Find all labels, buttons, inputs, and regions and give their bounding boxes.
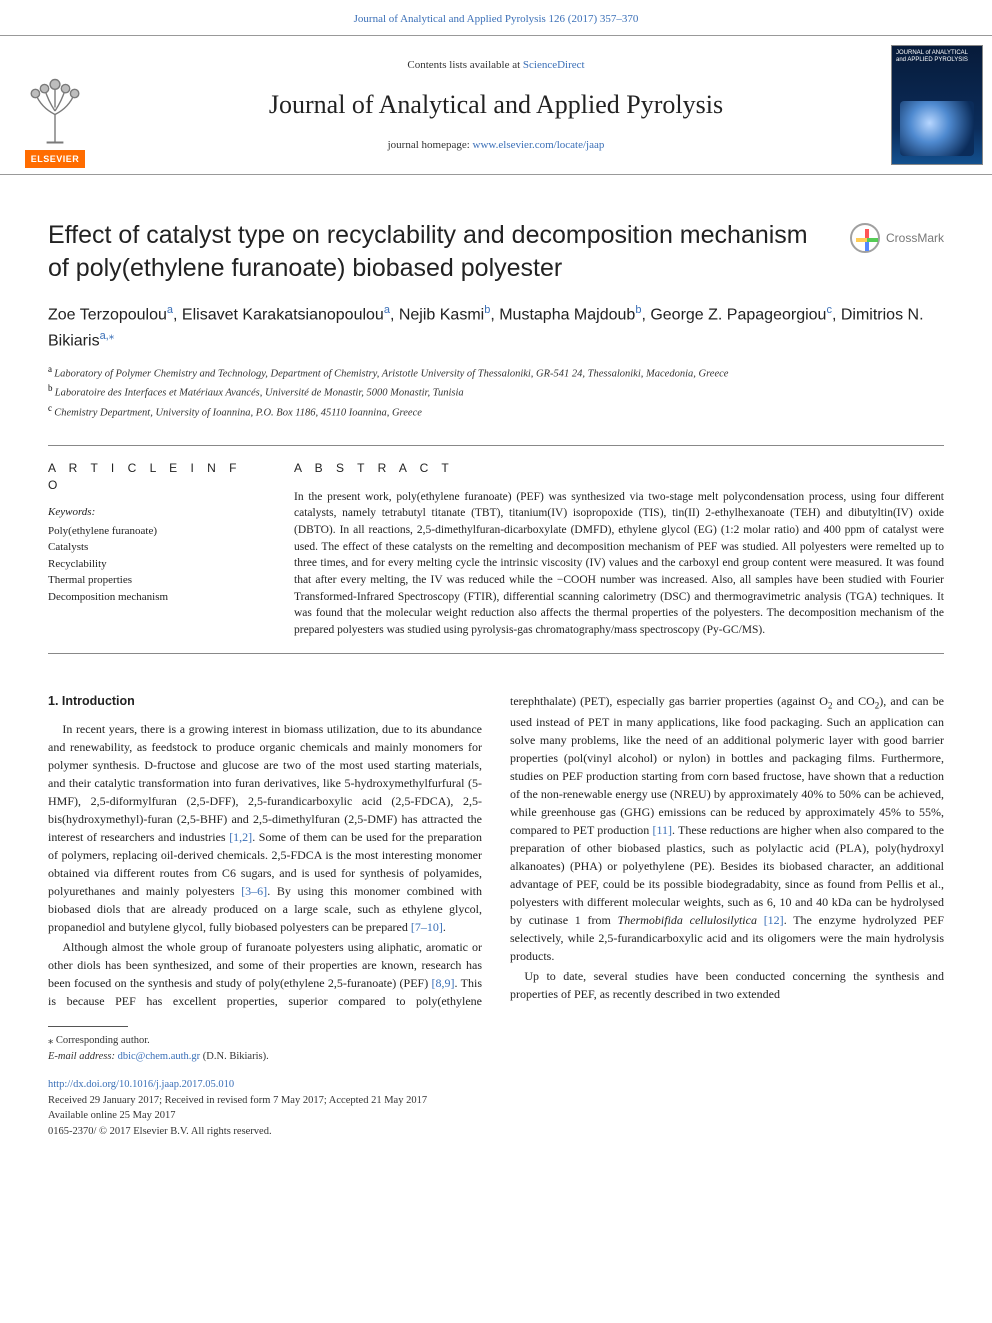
abstract-text: In the present work, poly(ethylene furan…	[294, 489, 944, 639]
article-info-col: A R T I C L E I N F O Keywords: Poly(eth…	[48, 460, 258, 639]
abstract-heading: A B S T R A C T	[294, 460, 944, 477]
keywords-list: Poly(ethylene furanoate)CatalystsRecycla…	[48, 523, 258, 606]
body-two-column: 1. Introduction In recent years, there i…	[0, 668, 992, 1019]
crossmark-widget[interactable]: CrossMark	[850, 223, 944, 253]
citation-link[interactable]: [8,9]	[432, 976, 455, 990]
text-run	[757, 913, 764, 927]
author-list: Zoe Terzopoulou a, Elisavet Karakatsianop…	[48, 302, 944, 353]
author: Mustapha Majdoub	[499, 307, 635, 324]
citation-link[interactable]: [3–6]	[241, 884, 267, 898]
author: Zoe Terzopoulou	[48, 307, 167, 324]
running-head: Journal of Analytical and Applied Pyroly…	[0, 0, 992, 35]
email-label: E-mail address:	[48, 1051, 118, 1062]
crossmark-icon	[850, 223, 880, 253]
cover-art	[900, 101, 974, 156]
doi-link[interactable]: http://dx.doi.org/10.1016/j.jaap.2017.05…	[48, 1077, 944, 1093]
elsevier-wordmark: ELSEVIER	[25, 150, 86, 169]
article-info-heading: A R T I C L E I N F O	[48, 460, 258, 494]
article-title: Effect of catalyst type on recyclability…	[48, 219, 826, 284]
affiliation: c Chemistry Department, University of Io…	[48, 402, 944, 421]
homepage-url[interactable]: www.elsevier.com/locate/jaap	[473, 139, 605, 151]
contents-pre: Contents lists available at	[407, 59, 522, 71]
author: George Z. Papageorgiou	[650, 307, 826, 324]
author-affiliation-mark: b	[635, 304, 641, 316]
keyword: Thermal properties	[48, 572, 258, 589]
italic-species: Thermobifida cellulosilytica	[618, 913, 757, 927]
sciencedirect-link[interactable]: ScienceDirect	[523, 59, 585, 71]
text-run: . These reductions are higher when also …	[510, 823, 944, 927]
author-affiliation-mark: a,	[100, 330, 109, 342]
text-run: Although almost the whole group of furan…	[48, 940, 482, 990]
email-owner: (D.N. Bikiaris).	[200, 1051, 269, 1062]
intro-para-1: In recent years, there is a growing inte…	[48, 720, 482, 936]
text-run: .	[443, 920, 446, 934]
rule-below-abstract	[48, 653, 944, 654]
journal-header: ELSEVIER Contents lists available at Sci…	[0, 35, 992, 175]
citation-link[interactable]: [11]	[652, 823, 672, 837]
homepage-line: journal homepage: www.elsevier.com/locat…	[388, 138, 605, 153]
homepage-pre: journal homepage:	[388, 139, 473, 151]
affiliation-mark: c	[48, 403, 54, 413]
intro-para-3: Up to date, several studies have been co…	[510, 967, 944, 1003]
keywords-label: Keywords:	[48, 505, 258, 520]
affiliation: b Laboratoire des Interfaces et Matériau…	[48, 382, 944, 401]
keyword: Decomposition mechanism	[48, 589, 258, 606]
affiliation-mark: a	[48, 364, 54, 374]
elsevier-tree-icon	[20, 76, 90, 146]
citation-link[interactable]: [1,2]	[229, 830, 252, 844]
citation-link[interactable]: [12]	[764, 913, 784, 927]
crossmark-label: CrossMark	[886, 230, 944, 247]
history-line: Received 29 January 2017; Received in re…	[48, 1093, 944, 1109]
available-online-line: Available online 25 May 2017	[48, 1108, 944, 1124]
author-affiliation-mark: a	[167, 304, 173, 316]
keyword: Recyclability	[48, 556, 258, 573]
author-affiliation-mark: b	[484, 304, 490, 316]
affiliation: a Laboratory of Polymer Chemistry and Te…	[48, 363, 944, 382]
text-run: and CO	[832, 694, 874, 708]
page-footer: ⁎ Corresponding author. E-mail address: …	[0, 1018, 992, 1160]
keyword: Poly(ethylene furanoate)	[48, 523, 258, 540]
author: Nejib Kasmi	[399, 307, 484, 324]
keyword: Catalysts	[48, 539, 258, 556]
journal-cover-thumb: JOURNAL of ANALYTICAL and APPLIED PYROLY…	[891, 45, 983, 165]
journal-name: Journal of Analytical and Applied Pyroly…	[269, 87, 723, 123]
corresponding-mark: ⁎	[109, 330, 115, 342]
corresponding-email[interactable]: dbic@chem.auth.gr	[118, 1051, 201, 1062]
copyright-line: 0165-2370/ © 2017 Elsevier B.V. All righ…	[48, 1124, 944, 1140]
contents-list-line: Contents lists available at ScienceDirec…	[407, 58, 584, 73]
author-affiliation-mark: c	[826, 304, 832, 316]
citation-link[interactable]: [7–10]	[411, 920, 443, 934]
affiliation-mark: b	[48, 383, 55, 393]
journal-cover-cell: JOURNAL of ANALYTICAL and APPLIED PYROLY…	[882, 36, 992, 174]
email-line: E-mail address: dbic@chem.auth.gr (D.N. …	[48, 1049, 944, 1065]
text-run: ), and can be used instead of PET in man…	[510, 694, 944, 837]
abstract-col: A B S T R A C T In the present work, pol…	[294, 460, 944, 639]
text-run: In recent years, there is a growing inte…	[48, 722, 482, 844]
author-affiliation-mark: a	[384, 304, 390, 316]
article-head: Effect of catalyst type on recyclability…	[0, 175, 992, 430]
info-abstract-row: A R T I C L E I N F O Keywords: Poly(eth…	[0, 460, 992, 639]
header-center: Contents lists available at ScienceDirec…	[110, 36, 882, 174]
footnote-rule	[48, 1026, 128, 1027]
corresponding-author-note: ⁎ Corresponding author.	[48, 1033, 944, 1049]
intro-heading: 1. Introduction	[48, 692, 482, 711]
affiliation-list: a Laboratory of Polymer Chemistry and Te…	[48, 363, 944, 421]
author: Elisavet Karakatsianopoulou	[182, 307, 384, 324]
cover-title: JOURNAL of ANALYTICAL and APPLIED PYROLY…	[896, 50, 978, 63]
rule-above-abstract	[48, 445, 944, 446]
elsevier-logo-cell: ELSEVIER	[0, 36, 110, 174]
